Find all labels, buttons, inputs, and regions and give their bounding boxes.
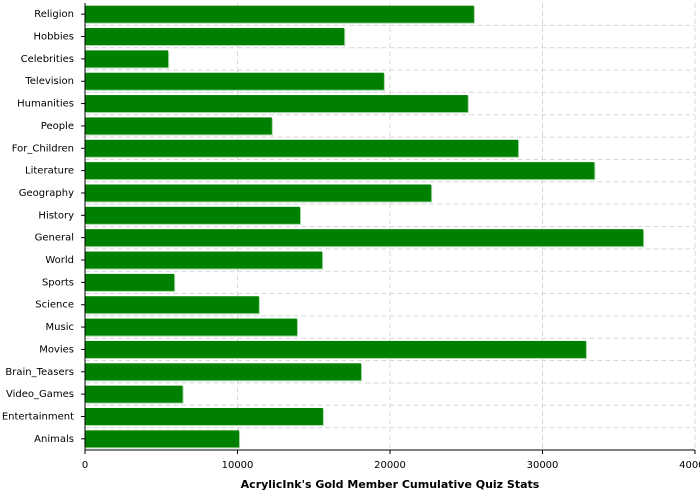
bar: [85, 72, 384, 90]
bar: [85, 229, 644, 247]
bar: [85, 139, 519, 157]
y-tick-label: History: [38, 210, 74, 221]
bar: [85, 206, 301, 224]
bar: [85, 28, 345, 46]
y-tick-label: Animals: [34, 434, 74, 445]
y-tick-label: Hobbies: [34, 32, 74, 43]
bar: [85, 273, 175, 291]
bar: [85, 296, 259, 314]
bar: [85, 340, 586, 358]
y-tick-label: For_Children: [12, 143, 74, 154]
y-tick-label: Entertainment: [2, 411, 74, 422]
y-tick-label: Geography: [19, 188, 74, 199]
x-axis-title: AcrylicInk's Gold Member Cumulative Quiz…: [241, 478, 540, 491]
bar: [85, 407, 323, 425]
bar: [85, 385, 183, 403]
x-tick-label: 40000: [679, 460, 700, 471]
y-tick-label: Television: [24, 76, 74, 87]
y-tick-label: Humanities: [17, 99, 74, 110]
y-tick-label: Brain_Teasers: [5, 367, 74, 378]
x-tick-label: 20000: [374, 460, 406, 471]
y-tick-label: World: [45, 255, 74, 266]
bar: [85, 5, 474, 23]
y-tick-label: General: [35, 233, 74, 244]
y-tick-label: Sports: [42, 277, 74, 288]
y-tick-label: Video_Games: [6, 389, 74, 400]
y-tick-label: Science: [35, 300, 74, 311]
y-tick-label: People: [41, 121, 74, 132]
x-tick-label: 0: [82, 460, 88, 471]
y-tick-label: Music: [46, 322, 74, 333]
y-tick-label: Literature: [25, 166, 74, 177]
bar: [85, 430, 240, 448]
x-tick-label: 10000: [222, 460, 254, 471]
bar: [85, 50, 169, 68]
y-tick-label: Celebrities: [21, 54, 74, 65]
y-tick-label: Movies: [39, 344, 74, 355]
y-tick-label: Religion: [34, 9, 74, 20]
bar: [85, 363, 362, 381]
bar: [85, 95, 468, 113]
bar: [85, 162, 595, 180]
x-tick-label: 30000: [527, 460, 559, 471]
bar: [85, 184, 432, 202]
bar: [85, 318, 297, 336]
bar: [85, 251, 323, 269]
bar: [85, 117, 272, 135]
